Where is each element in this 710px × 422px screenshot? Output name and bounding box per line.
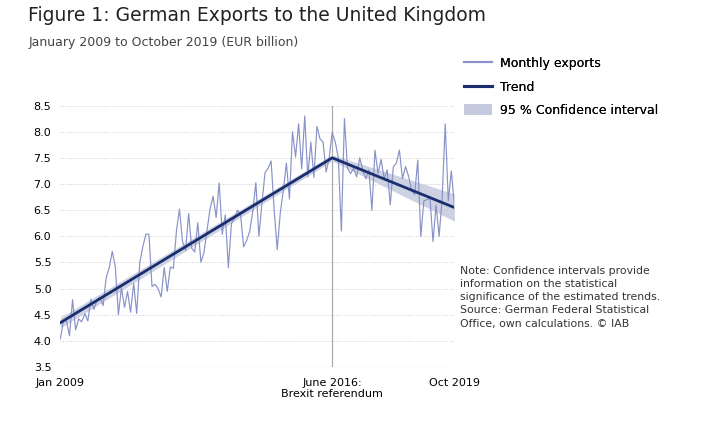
Text: Note: Confidence intervals provide
information on the statistical
significance o: Note: Confidence intervals provide infor…: [460, 266, 660, 329]
Text: Figure 1: German Exports to the United Kingdom: Figure 1: German Exports to the United K…: [28, 6, 486, 25]
Text: January 2009 to October 2019 (EUR billion): January 2009 to October 2019 (EUR billio…: [28, 36, 299, 49]
Legend: Monthly exports, Trend, 95 % Confidence interval: Monthly exports, Trend, 95 % Confidence …: [464, 57, 659, 117]
